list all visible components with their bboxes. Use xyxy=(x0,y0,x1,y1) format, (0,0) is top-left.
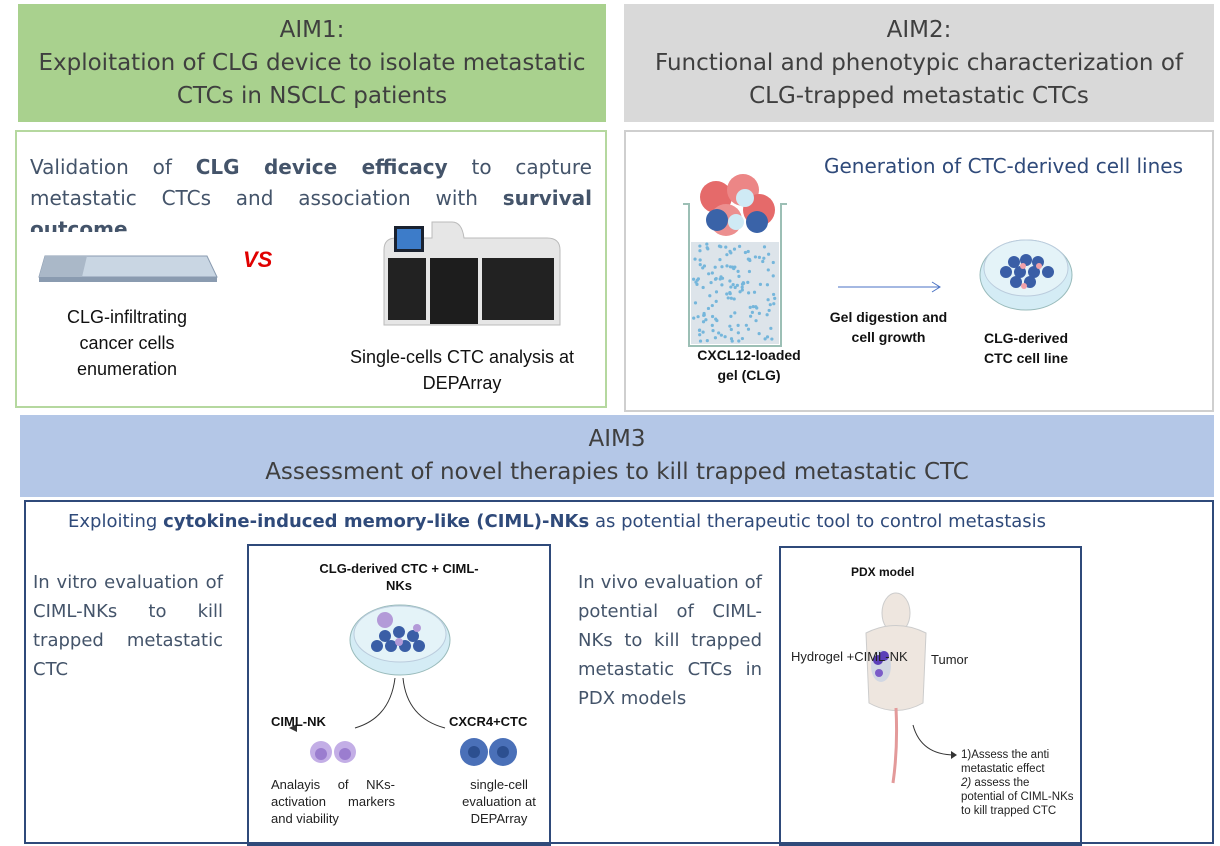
ctc-cells-icon xyxy=(460,738,517,766)
clg-caption: CLG-infiltrating cancer cells enumeratio… xyxy=(66,307,188,379)
desc-text: to capture metastatic CTCs and associati… xyxy=(30,155,592,210)
nk-cells-icon xyxy=(310,741,356,763)
aim2-panel: Generation of CTC-derived cell lines Gel… xyxy=(624,130,1214,412)
cxcr4-ctc-label: CXCR4+CTC xyxy=(449,714,528,729)
desc-bold: survival outcome xyxy=(30,186,592,232)
desc-text: as potential therapeutic tool to control… xyxy=(589,511,1047,532)
outcome-1: 1)Assess the anti metastatic effect xyxy=(961,749,1050,775)
aim1-header: AIM1: Exploitation of CLG device to isol… xyxy=(18,4,606,122)
outcome-2-text: assess the potential of CIML-NKs to kill… xyxy=(961,777,1074,817)
arrow-left-icon xyxy=(289,724,297,732)
vs-label: VS xyxy=(243,247,273,272)
arrow-curve-icon xyxy=(912,724,957,759)
aim3-panel: Exploiting cytokine-induced memory-like … xyxy=(24,500,1214,846)
glass-slide-icon xyxy=(38,255,218,282)
dish-label: CLG-derived CTC + CIML-NKs xyxy=(319,561,479,593)
aim2-title: AIM2: xyxy=(886,16,952,43)
result-label: CLG-derived CTC cell line xyxy=(983,330,1069,366)
pdx-title: PDX model xyxy=(851,565,915,579)
aim3-title: AIM3 xyxy=(588,426,646,452)
aim1-description: Validation of CLG device efficacy to cap… xyxy=(30,152,592,232)
in-vitro-figure: CLG-derived CTC + CIML-NKs CIML-NK CXCR4… xyxy=(247,544,551,846)
outcome-2: 2) assess the potential of CIML-NKs to k… xyxy=(961,776,1076,818)
outcomes: 1)Assess the anti metastatic effect 2) a… xyxy=(961,748,1076,818)
aim2-description: Generation of CTC-derived cell lines xyxy=(824,154,1184,178)
clg-gel-well-icon xyxy=(683,174,787,347)
aim1-title: AIM1: xyxy=(279,16,345,43)
aim3-description: Exploiting cytokine-induced memory-like … xyxy=(68,511,1046,532)
petri-dish-icon xyxy=(979,239,1073,311)
coculture-dish-icon xyxy=(349,604,451,729)
deparray-instrument-icon xyxy=(383,221,561,326)
aim3-subtitle: Assessment of novel therapies to kill tr… xyxy=(265,459,969,485)
aim2-subtitle: Functional and phenotypic characterizati… xyxy=(655,49,1183,109)
nk-caption: Analayis of NKs-activation markers and v… xyxy=(271,777,395,826)
desc-bold: CLG device efficacy xyxy=(195,155,448,179)
aim1-panel: Validation of CLG device efficacy to cap… xyxy=(15,130,607,408)
desc-text: Exploiting xyxy=(68,511,164,532)
aim3-header: AIM3 Assessment of novel therapies to ki… xyxy=(20,415,1214,497)
aim2-header: AIM2: Functional and phenotypic characte… xyxy=(624,4,1214,122)
in-vitro-text: In vitro evaluation of CIML-NKs to kill … xyxy=(33,572,223,680)
mouse-icon xyxy=(865,592,927,784)
tumor-label: Tumor xyxy=(931,652,969,667)
deparray-caption: Single-cells CTC analysis at DEPArray xyxy=(349,347,575,393)
ciml-nk-label: CIML-NK xyxy=(271,714,326,729)
ctc-caption: single-cell evaluation at DEPArray xyxy=(462,777,536,826)
outcome-2-number: 2) xyxy=(961,777,972,789)
hydrogel-label: Hydrogel +CIML-NK xyxy=(791,649,908,664)
desc-text: Validation of xyxy=(30,155,196,179)
arrow-right-icon xyxy=(838,281,941,293)
desc-bold: cytokine-induced memory-like (CIML)-NKs xyxy=(163,511,590,532)
arrow-label: Gel digestion and cell growth xyxy=(829,309,948,345)
in-vivo-figure: PDX model Hydrogel +CIML-NK Tumor 1)Asse… xyxy=(779,546,1082,846)
gel-label: CXCL12-loaded gel (CLG) xyxy=(697,347,801,383)
in-vivo-text: In vivo evaluation of potential of CIML-… xyxy=(578,572,762,709)
aim1-subtitle: Exploitation of CLG device to isolate me… xyxy=(38,49,586,109)
